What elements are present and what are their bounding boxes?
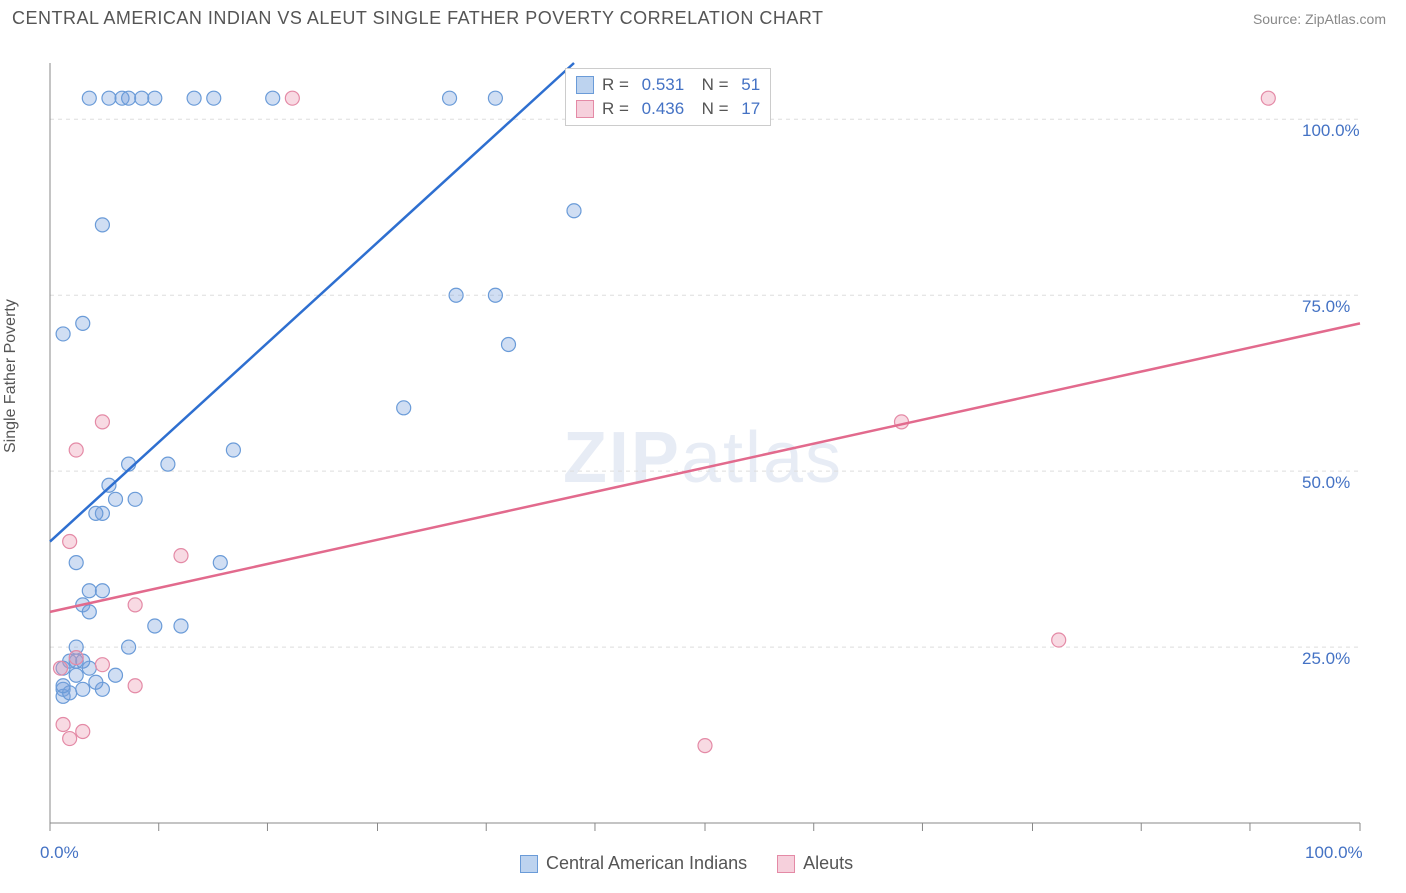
legend-series-label: Aleuts xyxy=(803,853,853,874)
legend-correlation-row: R = 0.531 N = 51 xyxy=(576,73,760,97)
correlation-legend: R = 0.531 N = 51R = 0.436 N = 17 xyxy=(565,68,771,126)
legend-series-label: Central American Indians xyxy=(546,853,747,874)
legend-n-value: 17 xyxy=(737,99,761,119)
chart-title: CENTRAL AMERICAN INDIAN VS ALEUT SINGLE … xyxy=(12,8,824,29)
legend-swatch-icon xyxy=(520,855,538,873)
legend-series-item: Aleuts xyxy=(777,853,853,874)
chart-container: Single Father Poverty ZIPatlas R = 0.531… xyxy=(0,33,1406,883)
x-tick-label: 100.0% xyxy=(1305,843,1363,863)
y-tick-label: 100.0% xyxy=(1302,121,1360,141)
legend-r-label: R = xyxy=(602,75,634,95)
chart-source: Source: ZipAtlas.com xyxy=(1253,11,1386,27)
y-tick-label: 75.0% xyxy=(1302,297,1350,317)
legend-correlation-row: R = 0.436 N = 17 xyxy=(576,97,760,121)
chart-header: CENTRAL AMERICAN INDIAN VS ALEUT SINGLE … xyxy=(0,0,1406,33)
scatter-chart xyxy=(0,33,1406,893)
legend-swatch-icon xyxy=(576,100,594,118)
legend-r-value: 0.531 xyxy=(642,75,685,95)
legend-n-label: N = xyxy=(692,99,728,119)
legend-swatch-icon xyxy=(777,855,795,873)
legend-swatch-icon xyxy=(576,76,594,94)
x-tick-label: 0.0% xyxy=(40,843,79,863)
y-tick-label: 50.0% xyxy=(1302,473,1350,493)
legend-r-label: R = xyxy=(602,99,634,119)
legend-n-value: 51 xyxy=(737,75,761,95)
y-tick-label: 25.0% xyxy=(1302,649,1350,669)
legend-series-item: Central American Indians xyxy=(520,853,747,874)
legend-r-value: 0.436 xyxy=(642,99,685,119)
series-legend: Central American Indians Aleuts xyxy=(520,853,853,874)
legend-n-label: N = xyxy=(692,75,728,95)
